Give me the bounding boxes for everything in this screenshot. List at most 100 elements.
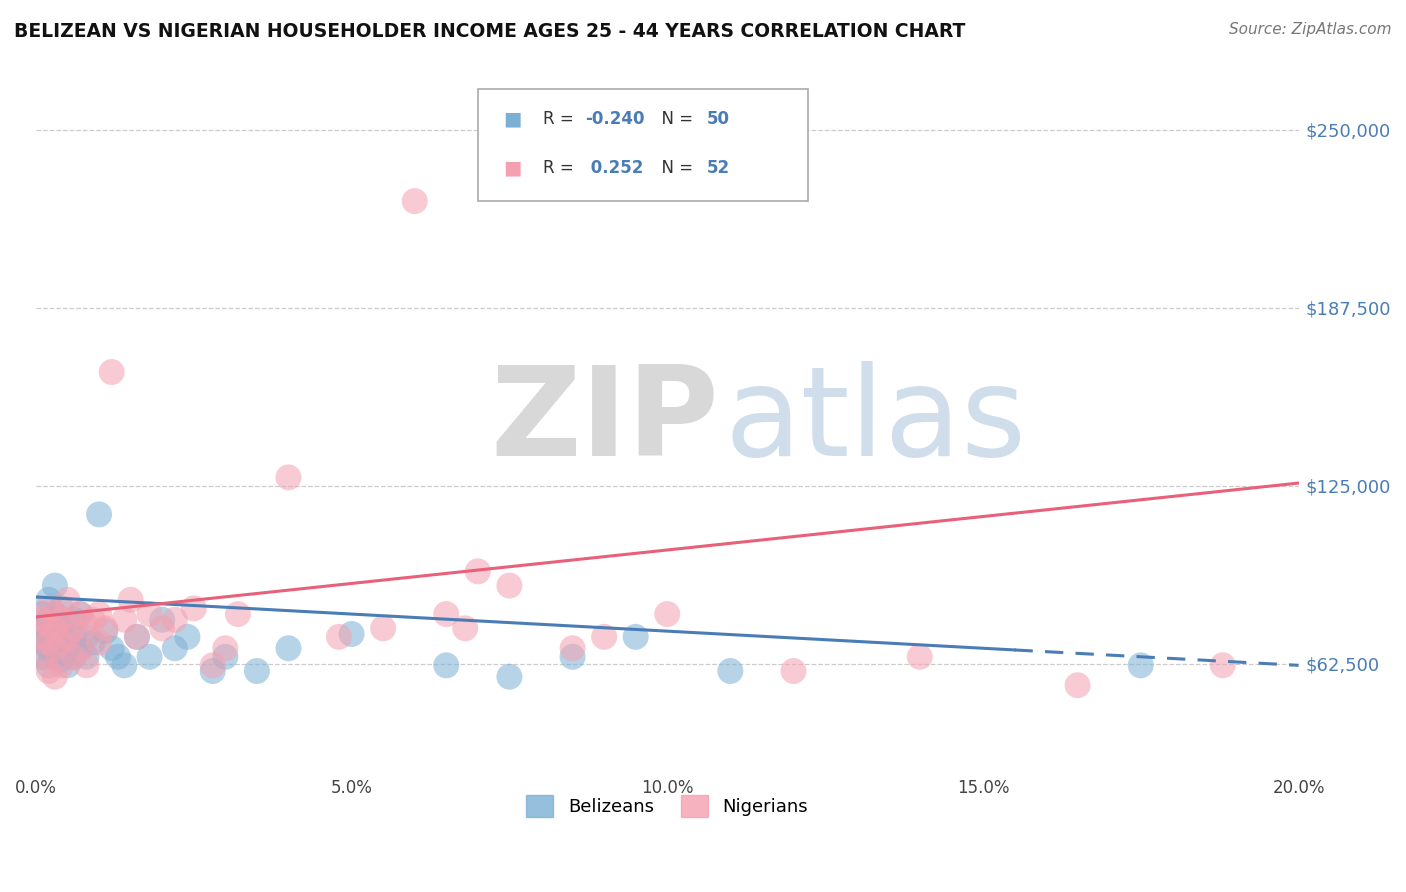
- Point: [44, 649, 66, 664]
- Point: [44, 641, 66, 656]
- Point: [38, 592, 60, 607]
- Point: [112, 613, 135, 627]
- Point: [31, 649, 53, 664]
- Point: [163, 613, 186, 627]
- Point: [201, 664, 224, 678]
- Point: [498, 578, 520, 592]
- Point: [51, 652, 73, 666]
- Point: [38, 664, 60, 678]
- Point: [125, 630, 148, 644]
- Point: [69, 607, 91, 621]
- Point: [226, 607, 249, 621]
- Point: [56, 630, 79, 644]
- Point: [44, 621, 66, 635]
- Point: [176, 630, 198, 644]
- Text: N =: N =: [651, 159, 699, 177]
- Point: [100, 365, 122, 379]
- Point: [87, 607, 110, 621]
- Text: ■: ■: [503, 158, 522, 178]
- Point: [38, 630, 60, 644]
- Point: [434, 607, 457, 621]
- Point: [51, 601, 73, 615]
- Point: [38, 613, 60, 627]
- Point: [31, 635, 53, 649]
- Point: [183, 601, 205, 615]
- Point: [31, 630, 53, 644]
- Text: ZIP: ZIP: [491, 361, 720, 483]
- Point: [51, 613, 73, 627]
- Point: [107, 649, 129, 664]
- Point: [1129, 658, 1152, 673]
- Text: 50: 50: [707, 110, 730, 128]
- Point: [277, 641, 299, 656]
- Point: [63, 649, 86, 664]
- Point: [44, 635, 66, 649]
- Point: [467, 565, 489, 579]
- Point: [44, 607, 66, 621]
- Point: [94, 621, 117, 635]
- Point: [75, 630, 97, 644]
- Point: [75, 658, 97, 673]
- Point: [498, 670, 520, 684]
- Legend: Belizeans, Nigerians: Belizeans, Nigerians: [519, 788, 815, 824]
- Point: [201, 658, 224, 673]
- Point: [44, 621, 66, 635]
- Text: BELIZEAN VS NIGERIAN HOUSEHOLDER INCOME AGES 25 - 44 YEARS CORRELATION CHART: BELIZEAN VS NIGERIAN HOUSEHOLDER INCOME …: [14, 22, 966, 41]
- Point: [163, 641, 186, 656]
- Point: [112, 658, 135, 673]
- Point: [51, 618, 73, 632]
- Point: [718, 664, 741, 678]
- Point: [624, 630, 647, 644]
- Point: [328, 630, 350, 644]
- Text: N =: N =: [651, 110, 699, 128]
- Point: [38, 635, 60, 649]
- Text: -0.240: -0.240: [585, 110, 644, 128]
- Point: [56, 592, 79, 607]
- Point: [561, 649, 583, 664]
- Point: [94, 624, 117, 639]
- Point: [561, 641, 583, 656]
- Point: [434, 658, 457, 673]
- Point: [404, 194, 426, 208]
- Point: [120, 592, 142, 607]
- Point: [69, 641, 91, 656]
- Point: [657, 607, 679, 621]
- Point: [454, 621, 477, 635]
- Point: [125, 630, 148, 644]
- Point: [340, 627, 363, 641]
- Point: [31, 607, 53, 621]
- Point: [82, 613, 104, 627]
- Point: [1066, 678, 1088, 692]
- Point: [63, 630, 86, 644]
- Point: [373, 621, 395, 635]
- Point: [69, 607, 91, 621]
- Text: R =: R =: [543, 110, 579, 128]
- Point: [82, 635, 104, 649]
- Point: [75, 649, 97, 664]
- Text: Source: ZipAtlas.com: Source: ZipAtlas.com: [1229, 22, 1392, 37]
- Point: [150, 613, 173, 627]
- Point: [38, 618, 60, 632]
- Point: [44, 607, 66, 621]
- Point: [44, 670, 66, 684]
- Point: [87, 635, 110, 649]
- Point: [150, 621, 173, 635]
- Text: 0.252: 0.252: [585, 159, 644, 177]
- Point: [38, 658, 60, 673]
- Point: [277, 470, 299, 484]
- Point: [51, 635, 73, 649]
- Point: [56, 641, 79, 656]
- Text: 52: 52: [707, 159, 730, 177]
- Point: [1212, 658, 1234, 673]
- Point: [31, 649, 53, 664]
- Point: [63, 613, 86, 627]
- Point: [31, 613, 53, 627]
- Point: [593, 630, 616, 644]
- Point: [138, 607, 160, 621]
- Point: [214, 649, 236, 664]
- Point: [44, 578, 66, 592]
- Point: [246, 664, 269, 678]
- Point: [100, 641, 122, 656]
- Point: [38, 641, 60, 656]
- Point: [38, 601, 60, 615]
